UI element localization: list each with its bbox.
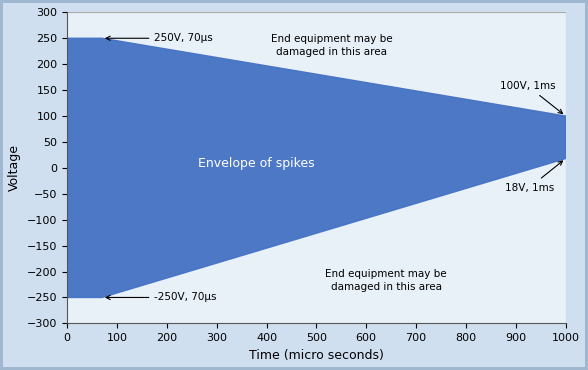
Text: End equipment may be
damaged in this area: End equipment may be damaged in this are… [325, 269, 447, 292]
Text: 18V, 1ms: 18V, 1ms [505, 161, 563, 192]
Text: 250V, 70μs: 250V, 70μs [106, 33, 213, 43]
Text: End equipment may be
damaged in this area: End equipment may be damaged in this are… [270, 34, 392, 57]
Y-axis label: Voltage: Voltage [8, 144, 21, 191]
Text: Envelope of spikes: Envelope of spikes [198, 157, 315, 170]
Polygon shape [67, 38, 566, 297]
Text: -250V, 70μs: -250V, 70μs [106, 292, 217, 302]
X-axis label: Time (micro seconds): Time (micro seconds) [249, 349, 384, 361]
Text: 100V, 1ms: 100V, 1ms [500, 81, 563, 114]
